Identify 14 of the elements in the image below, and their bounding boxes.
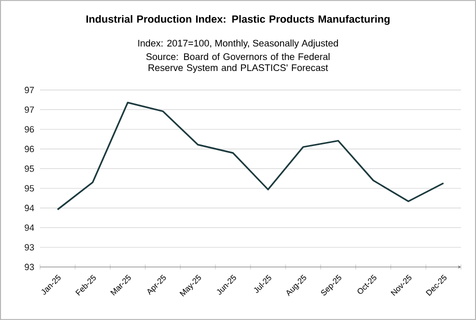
chart-subtitle: Index: 2017=100, Monthly, Seasonally Adjusted — [138, 40, 338, 48]
line-series — [56, 102, 444, 210]
y-tick-label: 93 — [24, 264, 34, 270]
chart-title: Industrial Production Index: Plastic Products Manufacturing — [86, 15, 390, 25]
y-tick-label: 97 — [24, 106, 34, 113]
y-tick-label: 95 — [24, 165, 34, 172]
y-tick-label: 93 — [24, 244, 34, 251]
y-tick-label: 94 — [24, 224, 34, 231]
y-tick-label: 96 — [24, 146, 34, 152]
y-tick-label: 95 — [24, 185, 34, 192]
y-tick-label: 96 — [24, 126, 34, 133]
y-tick-label: 94 — [24, 204, 34, 212]
y-tick-label: 97 — [24, 86, 34, 94]
source-note: Source: Board of Governors of the Federal Reserve System and PLASTICS' Forecast — [146, 53, 330, 73]
